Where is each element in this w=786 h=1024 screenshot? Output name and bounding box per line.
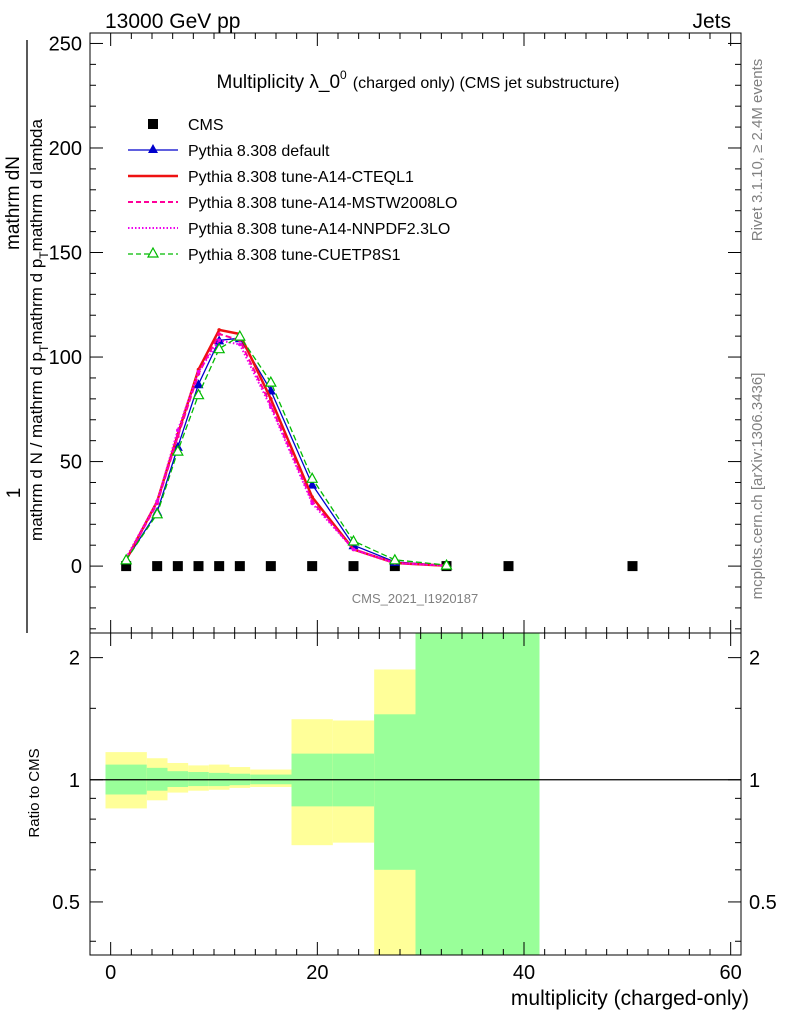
- legend-label-nnpdf: Pythia 8.308 tune-A14-NNPDF2.3LO: [188, 221, 450, 238]
- ratio-band-inner: [167, 771, 189, 787]
- cms-data-point: [172, 561, 183, 572]
- ratio-panel-axes: 0.5 0.51 12 20 20 40 60: [52, 633, 777, 984]
- x-tick-label: 60: [720, 962, 742, 984]
- main-y-tick-label: 50: [60, 452, 82, 474]
- ratio-uncertainty-bands: [90, 633, 741, 955]
- legend-label-cms: CMS: [188, 117, 224, 134]
- point-cuetp8s1: [192, 388, 205, 400]
- point-cuetp8s1: [120, 553, 133, 565]
- main-panel-axes: 0 50 100 150 200 250: [49, 33, 741, 633]
- main-y-tick-label: 100: [49, 347, 82, 369]
- point-default: [193, 379, 204, 389]
- legend-label-default: Pythia 8.308 default: [188, 143, 330, 160]
- cms-data-point: [121, 561, 132, 572]
- legend: CMS Pythia 8.308 default Pythia 8.308 tu…: [128, 117, 457, 264]
- cms-data-point: [234, 561, 245, 572]
- point-cuetp8s1: [388, 553, 401, 565]
- legend-marker-cms: [148, 119, 158, 129]
- main-y-tick-label: 250: [49, 33, 82, 55]
- legend-entry-mstw: Pythia 8.308 tune-A14-MSTW2008LO: [128, 195, 457, 212]
- cms-data-point: [265, 561, 276, 572]
- beam-energy-label: 13000 GeV pp: [105, 10, 240, 33]
- point-cuetp8s1: [171, 444, 184, 456]
- analysis-group-label: Jets: [692, 10, 731, 33]
- ratio-band-inner: [415, 633, 540, 955]
- point-cuetp8s1: [151, 507, 164, 519]
- y-label-numerator: mathrm dN: [3, 156, 24, 250]
- cms-data-point: [503, 561, 514, 572]
- ratio-band-inner: [374, 714, 416, 870]
- legend-label-cuetp8s1: Pythia 8.308 tune-CUETP8S1: [188, 247, 401, 264]
- legend-label-cteql1: Pythia 8.308 tune-A14-CTEQL1: [188, 169, 414, 186]
- x-tick-label: 20: [306, 962, 328, 984]
- point-cteql1: [310, 495, 314, 499]
- analysis-id-watermark: CMS_2021_I1920187: [352, 591, 479, 606]
- point-cuetp8s1: [213, 342, 226, 354]
- point-cuetp8s1: [347, 534, 360, 546]
- x-tick-label: 0: [105, 962, 116, 984]
- legend-marker-default: [148, 144, 158, 153]
- cms-data-point: [627, 561, 638, 572]
- y-label-denominator: mathrm d N / mathrm d pTmathrm d pTmathr…: [27, 119, 51, 541]
- point-cuetp8s1: [233, 329, 246, 341]
- point-nnpdf: [155, 499, 159, 504]
- legend-marker-cuetp8s1: [146, 246, 160, 258]
- cms-data-point: [389, 561, 400, 572]
- point-nnpdf: [238, 342, 242, 347]
- cms-data-point: [214, 561, 225, 572]
- point-mstw: [217, 332, 221, 336]
- point-cuetp8s1: [306, 472, 319, 483]
- ratio-band-inner: [188, 772, 209, 787]
- series-line-mstw: [125, 332, 447, 567]
- legend-entry-cuetp8s1: Pythia 8.308 tune-CUETP8S1: [128, 246, 401, 264]
- ratio-y-axis-label: Ratio to CMS: [26, 748, 43, 837]
- cms-data-point: [152, 561, 163, 572]
- main-y-axis-label: 1 mathrm dN mathrm d N / mathrm d pTmath…: [3, 40, 51, 633]
- legend-entry-nnpdf: Pythia 8.308 tune-A14-NNPDF2.3LO: [128, 221, 450, 238]
- point-mstw: [176, 434, 180, 439]
- mcplots-reference-label: mcplots.cern.ch [arXiv:1306.3436]: [749, 373, 766, 600]
- cms-data-point: [348, 561, 359, 572]
- point-nnpdf: [176, 428, 180, 433]
- main-y-tick-label: 150: [49, 243, 82, 265]
- point-cuetp8s1: [440, 558, 453, 570]
- point-nnpdf: [269, 405, 273, 410]
- x-tick-label: 40: [513, 962, 535, 984]
- x-axis-label: multiplicity (charged-only): [511, 987, 749, 1010]
- point-nnpdf: [196, 369, 201, 374]
- legend-label-mstw: Pythia 8.308 tune-A14-MSTW2008LO: [188, 195, 457, 212]
- point-cuetp8s1: [264, 375, 277, 387]
- point-cteql1: [269, 397, 273, 401]
- point-default: [307, 479, 318, 489]
- ratio-panel-frame: [89, 632, 742, 956]
- rivet-version-label: Rivet 3.1.10, ≥ 2.4M events: [749, 59, 766, 242]
- plot-title: Multiplicity λ_00 (charged only) (CMS jet…: [217, 68, 620, 93]
- ratio-y-tick-label: 2: [69, 648, 80, 670]
- y-label-prefactor: 1: [4, 488, 25, 499]
- ratio-y-tick-label: 1: [69, 770, 80, 792]
- ratio-y-tick-label-right: 2: [749, 648, 760, 670]
- ratio-y-tick-label-right: 0.5: [749, 892, 777, 914]
- cms-data-point: [193, 561, 204, 572]
- point-nnpdf: [351, 547, 356, 552]
- point-cteql1: [217, 328, 221, 332]
- main-y-tick-label: 200: [49, 138, 82, 160]
- legend-entry-cms: CMS: [148, 117, 224, 134]
- main-panel-series-layer: [120, 328, 638, 572]
- cms-data-point: [307, 561, 318, 572]
- point-nnpdf: [217, 338, 221, 343]
- ratio-y-tick-label: 0.5: [52, 892, 80, 914]
- main-y-tick-label: 0: [71, 556, 82, 578]
- legend-entry-default: Pythia 8.308 default: [128, 143, 330, 160]
- ratio-y-tick-label-right: 1: [749, 770, 760, 792]
- legend-entry-cteql1: Pythia 8.308 tune-A14-CTEQL1: [128, 169, 414, 186]
- point-nnpdf: [310, 501, 314, 506]
